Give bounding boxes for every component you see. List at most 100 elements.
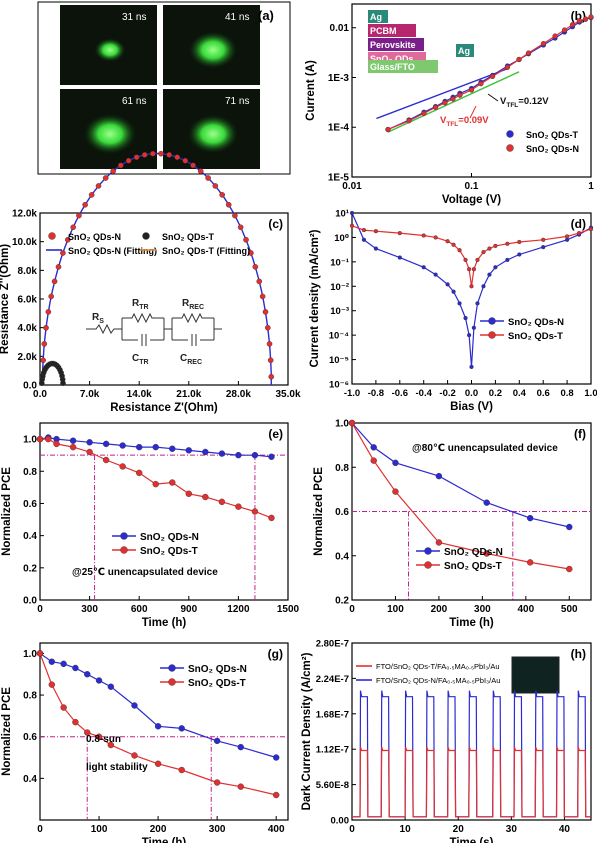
label-rtr: RTR	[132, 298, 149, 311]
data-point-N	[117, 162, 124, 169]
pce-series-1-point	[268, 514, 275, 522]
legend-label: SnO₂ QDs-T	[508, 331, 563, 342]
pce-series-1-line	[40, 438, 272, 519]
jv-series-1-point	[361, 227, 367, 233]
pce-series-1-point	[169, 479, 176, 486]
legend-label: SnO₂ QDs-N	[526, 144, 579, 154]
label-ctr: CTR	[132, 353, 149, 366]
x-axis-label: Voltage (V)	[442, 194, 501, 206]
data-point-N	[237, 224, 244, 231]
x-tick-label: -0.6	[392, 388, 408, 399]
data-point-N	[252, 264, 259, 270]
frame-time-label: 61 ns	[122, 96, 146, 107]
pce-series-0-point	[251, 451, 259, 459]
pce-series-0-point	[107, 683, 115, 690]
data-point-T	[60, 380, 66, 386]
data-point-N	[55, 264, 62, 270]
jv-series-1-point	[469, 284, 474, 289]
jv-series-0-point	[505, 257, 510, 263]
pce-series-1-point	[60, 704, 67, 711]
series-N-point	[406, 118, 412, 124]
legend-label: SnO₂ QDs-T	[444, 561, 502, 572]
pce-series-0-point	[566, 523, 573, 531]
pce-series-1-point	[102, 456, 110, 464]
condition-note: 0.8-sun	[86, 734, 121, 745]
jv-series-0-point	[541, 245, 546, 250]
y-tick-label: 10⁻⁴	[329, 331, 350, 342]
data-point-N	[88, 192, 95, 198]
y-tick-label: 1.0	[335, 419, 349, 430]
data-point-N	[190, 162, 196, 169]
legend-marker	[120, 546, 128, 554]
legend-marker	[168, 664, 176, 672]
frame-time-label: 71 ns	[225, 96, 249, 107]
value: =0.12V	[518, 96, 549, 107]
x-tick-label: 0.4	[513, 388, 527, 399]
y-tick-label: 1E-4	[328, 123, 350, 134]
y-tick-label: 2.0k	[18, 352, 38, 363]
series-N-point	[540, 40, 547, 47]
pce-series-0-point	[218, 450, 226, 457]
series-N-point	[442, 100, 448, 106]
data-point-N	[205, 175, 211, 181]
pce-series-1-point	[152, 480, 159, 488]
series-N-point	[525, 50, 532, 56]
legend-label: SnO₂ QDs-N	[68, 232, 121, 242]
pce-series-1-point	[154, 760, 162, 767]
y-tick-label: 0.4	[23, 774, 37, 785]
jv-series-0-point	[493, 265, 498, 270]
label-rs: RS	[92, 312, 104, 325]
data-point-N	[48, 293, 54, 300]
legend-label: SnO₂ QDs-T	[188, 678, 246, 689]
jv-series-1-point	[471, 267, 476, 272]
x-tick-label: 200	[431, 604, 448, 615]
pce-series-1-point	[251, 508, 259, 515]
annotation-arrow	[487, 93, 499, 102]
pce-series-1-point	[86, 448, 93, 456]
condition-note: light stability	[86, 762, 148, 773]
data-point-N	[256, 278, 263, 285]
series-N-point	[421, 110, 427, 116]
device-layer	[456, 44, 474, 57]
pce-series-1-point	[36, 650, 44, 657]
pce-series-0-point	[135, 443, 143, 451]
legend-label: FTO/SnO₂ QDs-T/FA₀.₅MA₀.₅PbI₃/Au	[376, 662, 500, 671]
data-point-N	[262, 309, 269, 315]
y-tick-label: 0.0	[23, 596, 37, 607]
pce-series-1-point	[178, 766, 185, 774]
rc-element-tr	[118, 312, 165, 346]
jv-series-1-point	[541, 237, 546, 242]
device-layer-label: PCBM	[370, 26, 397, 36]
y-tick-label: 10.0k	[12, 237, 37, 248]
x-axis-label: Bias (V)	[450, 401, 493, 413]
panel-label: (c)	[268, 217, 283, 231]
jv-series-1-point	[349, 223, 355, 228]
pce-series-0-point	[84, 671, 91, 678]
legend-label: SnO₂ QDs-N	[188, 664, 247, 675]
x-tick-label: 400	[517, 604, 534, 615]
x-tick-label: 20	[453, 824, 465, 835]
jv-series-1-point	[564, 234, 570, 239]
device-layer	[368, 10, 388, 23]
pce-series-0-point	[213, 737, 221, 745]
device-layer-label: Ag	[370, 12, 382, 22]
data-point-N	[219, 192, 225, 198]
pce-series-1-point	[45, 435, 52, 443]
data-point-N	[95, 183, 102, 189]
device-layer	[368, 60, 438, 73]
data-point-N	[166, 152, 172, 158]
panel-label: (e)	[268, 427, 283, 441]
jv-series-1-point	[451, 242, 456, 247]
jv-series-1-line	[351, 225, 592, 287]
x-tick-label: 100	[387, 604, 404, 615]
pce-series-1-point	[95, 733, 103, 740]
data-point-N	[133, 154, 140, 160]
pce-series-1-point	[483, 550, 490, 557]
series-N-point	[576, 18, 583, 24]
jv-series-1-point	[397, 231, 402, 236]
jv-series-0-point	[487, 272, 492, 277]
panel-label: (d)	[571, 217, 586, 231]
y-tick-label: 10⁻¹	[330, 257, 349, 268]
x-tick-label: 300	[209, 824, 226, 835]
pce-series-1-point	[84, 729, 91, 736]
